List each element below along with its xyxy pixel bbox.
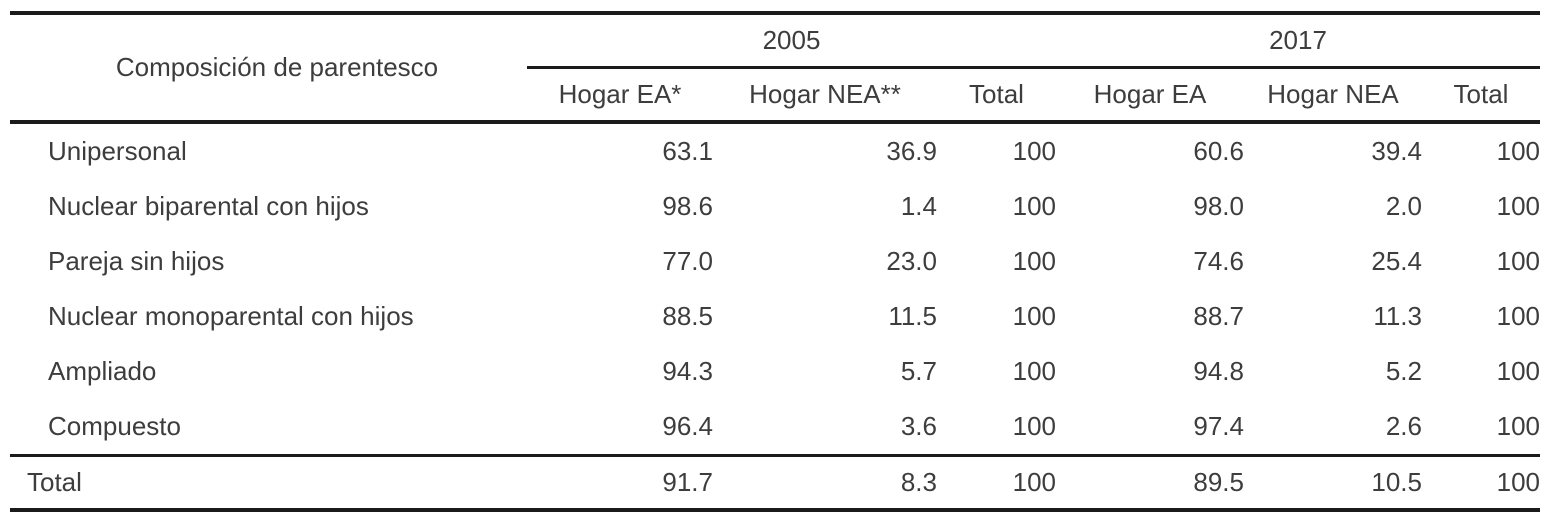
total-cell-value: 91.7 xyxy=(527,454,713,512)
cell-value: 100 xyxy=(1496,136,1540,166)
row-label: Compuesto xyxy=(48,411,181,441)
cell-value: 100 xyxy=(1012,246,1056,276)
col-header-2005-hogar-nea: Hogar NEA** xyxy=(713,67,937,124)
table-row: Nuclear monoparental con hijos 88.5 11.5… xyxy=(10,289,1540,344)
cell-value: 100 xyxy=(1496,356,1540,386)
row-label: Unipersonal xyxy=(48,136,187,166)
cell-value: 100 xyxy=(1012,301,1056,331)
row-label: Nuclear biparental con hijos xyxy=(48,191,369,221)
cell-value: 2.6 xyxy=(1385,411,1422,441)
row-label: Ampliado xyxy=(48,356,157,386)
total-row-label: Total xyxy=(10,454,527,512)
cell-value: 100 xyxy=(1012,191,1056,221)
col-header-2017-hogar-nea: Hogar NEA xyxy=(1244,67,1422,124)
cell-value: 3.6 xyxy=(900,411,937,441)
col-header-2005-total: Total xyxy=(937,67,1056,124)
cell-value: 11.5 xyxy=(888,301,937,331)
table-row: Nuclear biparental con hijos 98.6 1.4 10… xyxy=(10,179,1540,234)
cell-value: 98.0 xyxy=(1193,191,1244,221)
table-row: Unipersonal 63.1 36.9 100 60.6 39.4 100 xyxy=(10,122,1540,179)
table-footer: Total 91.7 8.3 100 89.5 10.5 100 xyxy=(10,454,1540,512)
table-row: Ampliado 94.3 5.7 100 94.8 5.2 100 xyxy=(10,344,1540,399)
year-group-2005: 2005 xyxy=(527,11,1056,69)
cell-value: 100 xyxy=(1012,136,1056,166)
table-body: Unipersonal 63.1 36.9 100 60.6 39.4 100 … xyxy=(10,122,1540,456)
year-group-row: Composición de parentesco 2005 2017 xyxy=(10,11,1540,124)
cell-value: 100 xyxy=(1496,301,1540,331)
cell-value: 77.0 xyxy=(662,246,713,276)
col-header-2017-total: Total xyxy=(1422,67,1540,124)
cell-value: 5.2 xyxy=(1385,356,1422,386)
total-cell-value: 8.3 xyxy=(713,454,937,512)
total-cell-value: 100 xyxy=(937,454,1056,512)
cell-value: 39.4 xyxy=(1371,136,1422,166)
cell-value: 88.5 xyxy=(662,301,713,331)
cell-value: 63.1 xyxy=(662,136,713,166)
cell-value: 1.4 xyxy=(900,191,937,221)
cell-value: 11.3 xyxy=(1373,301,1422,331)
total-cell-value: 89.5 xyxy=(1056,454,1244,512)
cell-value: 100 xyxy=(1012,356,1056,386)
total-row: Total 91.7 8.3 100 89.5 10.5 100 xyxy=(10,454,1540,512)
total-cell-value: 100 xyxy=(1422,454,1540,512)
table-header: Composición de parentesco 2005 2017 Hoga… xyxy=(10,11,1540,124)
total-cell-value: 10.5 xyxy=(1244,454,1422,512)
cell-value: 100 xyxy=(1496,411,1540,441)
cell-value: 94.3 xyxy=(662,356,713,386)
cell-value: 96.4 xyxy=(662,411,713,441)
table-row: Pareja sin hijos 77.0 23.0 100 74.6 25.4… xyxy=(10,234,1540,289)
cell-value: 74.6 xyxy=(1193,246,1244,276)
cell-value: 100 xyxy=(1012,411,1056,441)
year-group-2017: 2017 xyxy=(1056,11,1540,69)
cell-value: 23.0 xyxy=(886,246,937,276)
column-header-row: Hogar EA* Hogar NEA** Total Hogar EA Hog… xyxy=(10,67,1540,124)
cell-value: 98.6 xyxy=(662,191,713,221)
composition-parentesco-table: Composición de parentesco 2005 2017 Hoga… xyxy=(10,11,1540,512)
table-row: Compuesto 96.4 3.6 100 97.4 2.6 100 xyxy=(10,399,1540,456)
cell-value: 25.4 xyxy=(1371,246,1422,276)
cell-value: 100 xyxy=(1496,191,1540,221)
cell-value: 97.4 xyxy=(1193,411,1244,441)
col-header-2017-hogar-ea: Hogar EA xyxy=(1056,67,1244,124)
cell-value: 94.8 xyxy=(1193,356,1244,386)
cell-value: 60.6 xyxy=(1193,136,1244,166)
cell-value: 5.7 xyxy=(900,356,937,386)
row-header-label: Composición de parentesco xyxy=(10,11,527,124)
cell-value: 36.9 xyxy=(886,136,937,166)
cell-value: 88.7 xyxy=(1193,301,1244,331)
cell-value: 100 xyxy=(1496,246,1540,276)
row-label: Nuclear monoparental con hijos xyxy=(48,301,414,331)
cell-value: 2.0 xyxy=(1385,191,1422,221)
row-label: Pareja sin hijos xyxy=(48,246,225,276)
col-header-2005-hogar-ea: Hogar EA* xyxy=(527,67,713,124)
